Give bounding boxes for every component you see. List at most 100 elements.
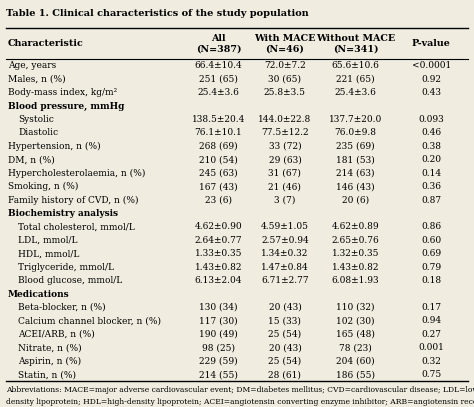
Text: With MACE
(N=46): With MACE (N=46) xyxy=(254,34,316,53)
Text: HDL, mmol/L: HDL, mmol/L xyxy=(18,249,80,258)
Text: 229 (59): 229 (59) xyxy=(199,357,238,366)
Text: 117 (30): 117 (30) xyxy=(199,316,238,326)
Text: 6.13±2.04: 6.13±2.04 xyxy=(195,276,242,285)
Text: Triglyceride, mmol/L: Triglyceride, mmol/L xyxy=(18,263,115,272)
Text: 165 (48): 165 (48) xyxy=(336,330,375,339)
Text: 77.5±12.2: 77.5±12.2 xyxy=(261,128,309,138)
Text: Smoking, n (%): Smoking, n (%) xyxy=(8,182,78,191)
Text: 0.32: 0.32 xyxy=(421,357,441,366)
Text: 0.18: 0.18 xyxy=(421,276,441,285)
Text: 214 (63): 214 (63) xyxy=(336,168,374,178)
Text: 33 (72): 33 (72) xyxy=(269,142,301,151)
Text: 76.1±10.1: 76.1±10.1 xyxy=(195,128,242,138)
Text: 66.4±10.4: 66.4±10.4 xyxy=(195,61,242,70)
Text: 1.32±0.35: 1.32±0.35 xyxy=(332,249,379,258)
Text: <0.0001: <0.0001 xyxy=(412,61,451,70)
Text: 130 (34): 130 (34) xyxy=(199,303,238,312)
Text: 0.94: 0.94 xyxy=(421,316,441,326)
Text: 1.34±0.32: 1.34±0.32 xyxy=(261,249,309,258)
Text: 30 (65): 30 (65) xyxy=(268,74,301,84)
Text: Biochemistry analysis: Biochemistry analysis xyxy=(8,209,118,218)
Text: 6.71±2.77: 6.71±2.77 xyxy=(261,276,309,285)
Text: Calcium channel blocker, n (%): Calcium channel blocker, n (%) xyxy=(18,316,162,326)
Text: 3 (7): 3 (7) xyxy=(274,195,296,205)
Text: 251 (65): 251 (65) xyxy=(199,74,238,84)
Text: Blood pressure, mmHg: Blood pressure, mmHg xyxy=(8,101,125,111)
Text: Age, years: Age, years xyxy=(8,61,56,70)
Text: 20 (43): 20 (43) xyxy=(268,303,301,312)
Text: 28 (61): 28 (61) xyxy=(268,370,301,379)
Text: 15 (33): 15 (33) xyxy=(268,316,301,326)
Text: 2.65±0.76: 2.65±0.76 xyxy=(331,236,379,245)
Text: 76.0±9.8: 76.0±9.8 xyxy=(335,128,376,138)
Text: 0.17: 0.17 xyxy=(421,303,441,312)
Text: 0.43: 0.43 xyxy=(421,88,441,97)
Text: 25 (54): 25 (54) xyxy=(268,330,301,339)
Text: 0.86: 0.86 xyxy=(421,222,441,232)
Text: 235 (69): 235 (69) xyxy=(336,142,375,151)
Text: 23 (6): 23 (6) xyxy=(205,195,232,205)
Text: 0.46: 0.46 xyxy=(421,128,441,138)
Text: 20 (43): 20 (43) xyxy=(268,343,301,352)
Text: Total cholesterol, mmol/L: Total cholesterol, mmol/L xyxy=(18,222,135,232)
Text: Characteristic: Characteristic xyxy=(8,39,84,48)
Text: 0.001: 0.001 xyxy=(419,343,444,352)
Text: 0.093: 0.093 xyxy=(419,115,444,124)
Text: 144.0±22.8: 144.0±22.8 xyxy=(258,115,311,124)
Text: 0.87: 0.87 xyxy=(421,195,441,205)
Text: 4.62±0.89: 4.62±0.89 xyxy=(332,222,379,232)
Text: 268 (69): 268 (69) xyxy=(199,142,238,151)
Text: 0.79: 0.79 xyxy=(421,263,441,272)
Text: 0.14: 0.14 xyxy=(421,168,441,178)
Text: density lipoprotein; HDL=high-density lipoprotein; ACEI=angiotensin converting e: density lipoprotein; HDL=high-density li… xyxy=(6,398,474,407)
Text: Diastolic: Diastolic xyxy=(18,128,59,138)
Text: Without MACE
(N=341): Without MACE (N=341) xyxy=(316,34,395,53)
Text: 0.92: 0.92 xyxy=(421,74,441,84)
Text: Blood glucose, mmol/L: Blood glucose, mmol/L xyxy=(18,276,123,285)
Text: ACEI/ARB, n (%): ACEI/ARB, n (%) xyxy=(18,330,95,339)
Text: 72.0±7.2: 72.0±7.2 xyxy=(264,61,306,70)
Text: 110 (32): 110 (32) xyxy=(336,303,374,312)
Text: 204 (60): 204 (60) xyxy=(336,357,375,366)
Text: 1.43±0.82: 1.43±0.82 xyxy=(195,263,242,272)
Text: Systolic: Systolic xyxy=(18,115,55,124)
Text: Statin, n (%): Statin, n (%) xyxy=(18,370,76,379)
Text: 25 (54): 25 (54) xyxy=(268,357,301,366)
Text: Body-mass index, kg/m²: Body-mass index, kg/m² xyxy=(8,88,117,97)
Text: 0.38: 0.38 xyxy=(421,142,441,151)
Text: 214 (55): 214 (55) xyxy=(199,370,238,379)
Text: 1.43±0.82: 1.43±0.82 xyxy=(332,263,379,272)
Text: Aspirin, n (%): Aspirin, n (%) xyxy=(18,357,82,366)
Text: 25.4±3.6: 25.4±3.6 xyxy=(335,88,376,97)
Text: 25.8±3.5: 25.8±3.5 xyxy=(264,88,306,97)
Text: 6.08±1.93: 6.08±1.93 xyxy=(332,276,379,285)
Text: 190 (49): 190 (49) xyxy=(199,330,238,339)
Text: 137.7±20.0: 137.7±20.0 xyxy=(329,115,382,124)
Text: 1.47±0.84: 1.47±0.84 xyxy=(261,263,309,272)
Text: Medications: Medications xyxy=(8,289,70,299)
Text: 2.57±0.94: 2.57±0.94 xyxy=(261,236,309,245)
Text: 25.4±3.6: 25.4±3.6 xyxy=(198,88,239,97)
Text: 0.27: 0.27 xyxy=(421,330,441,339)
Text: 210 (54): 210 (54) xyxy=(199,155,238,164)
Text: 1.33±0.35: 1.33±0.35 xyxy=(195,249,242,258)
Text: P-value: P-value xyxy=(412,39,451,48)
Text: 146 (43): 146 (43) xyxy=(336,182,375,191)
Text: 186 (55): 186 (55) xyxy=(336,370,375,379)
Text: Hypertension, n (%): Hypertension, n (%) xyxy=(8,142,100,151)
Text: 0.60: 0.60 xyxy=(421,236,441,245)
Text: 98 (25): 98 (25) xyxy=(202,343,235,352)
Text: 138.5±20.4: 138.5±20.4 xyxy=(192,115,245,124)
Text: DM, n (%): DM, n (%) xyxy=(8,155,55,164)
Text: Nitrate, n (%): Nitrate, n (%) xyxy=(18,343,82,352)
Text: 4.59±1.05: 4.59±1.05 xyxy=(261,222,309,232)
Text: 245 (63): 245 (63) xyxy=(199,168,238,178)
Text: 0.69: 0.69 xyxy=(421,249,441,258)
Text: Abbreviations: MACE=major adverse cardiovascular event; DM=diabetes mellitus; CV: Abbreviations: MACE=major adverse cardio… xyxy=(6,386,474,394)
Text: 78 (23): 78 (23) xyxy=(339,343,372,352)
Text: 2.64±0.77: 2.64±0.77 xyxy=(195,236,242,245)
Text: 29 (63): 29 (63) xyxy=(268,155,301,164)
Text: 0.75: 0.75 xyxy=(421,370,441,379)
Text: Beta-blocker, n (%): Beta-blocker, n (%) xyxy=(18,303,106,312)
Text: 181 (53): 181 (53) xyxy=(336,155,375,164)
